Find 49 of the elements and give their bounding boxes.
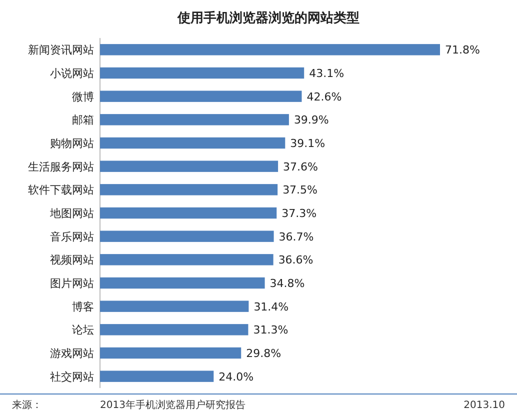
data-label: 31.3%	[253, 324, 288, 337]
bar	[100, 370, 214, 382]
y-tick-label: 微博	[72, 90, 94, 104]
y-tick-label: 社交网站	[50, 370, 94, 384]
y-tick-label: 软件下载网站	[28, 184, 94, 197]
bar	[100, 254, 274, 266]
data-label: 31.4%	[254, 300, 289, 314]
bar	[100, 184, 278, 196]
data-label: 43.1%	[309, 67, 344, 80]
bar	[100, 324, 248, 336]
data-label: 71.8%	[445, 44, 480, 57]
data-label: 36.6%	[278, 254, 314, 267]
data-label: 37.6%	[283, 160, 318, 174]
text: 2013年手机浏览器用户研究报告	[100, 399, 246, 411]
data-label: 37.5%	[282, 184, 318, 197]
y-tick-label: 论坛	[72, 324, 94, 337]
y-tick-label: 视频网站	[50, 254, 94, 267]
y-tick-label: 图片网站	[50, 277, 94, 290]
chart-title: 使用手机浏览器浏览的网站类型	[176, 10, 360, 26]
data-label: 39.1%	[290, 137, 326, 150]
data-label: 39.9%	[294, 114, 329, 127]
y-tick-label: 新闻资讯网站	[28, 44, 94, 57]
y-tick-label: 邮箱	[72, 114, 94, 127]
bar	[100, 67, 304, 79]
y-tick-label: 博客	[72, 300, 94, 314]
y-tick-label: 小说网站	[50, 67, 94, 80]
y-tick-label: 音乐网站	[50, 230, 94, 244]
bar	[100, 44, 440, 56]
data-label: 37.3%	[282, 207, 317, 220]
data-label: 42.6%	[306, 90, 342, 104]
bar	[100, 90, 302, 102]
bar	[100, 230, 274, 242]
bar	[100, 277, 265, 289]
bar	[100, 300, 249, 312]
y-tick-label: 游戏网站	[50, 347, 94, 360]
data-label: 36.7%	[278, 230, 314, 244]
data-label: 34.8%	[270, 277, 305, 290]
bar	[100, 114, 289, 126]
bar	[100, 347, 242, 359]
y-tick-label: 地图网站	[49, 207, 94, 220]
source-note: 来源：	[12, 399, 42, 411]
data-label: 29.8%	[246, 347, 282, 360]
bar	[100, 207, 277, 219]
bar	[100, 160, 278, 172]
y-tick-label: 购物网站	[50, 137, 94, 150]
data-label: 24.0%	[218, 370, 254, 384]
y-tick-label: 生活服务网站	[28, 160, 94, 174]
bar	[100, 137, 286, 149]
text: 2013.10	[464, 400, 505, 411]
